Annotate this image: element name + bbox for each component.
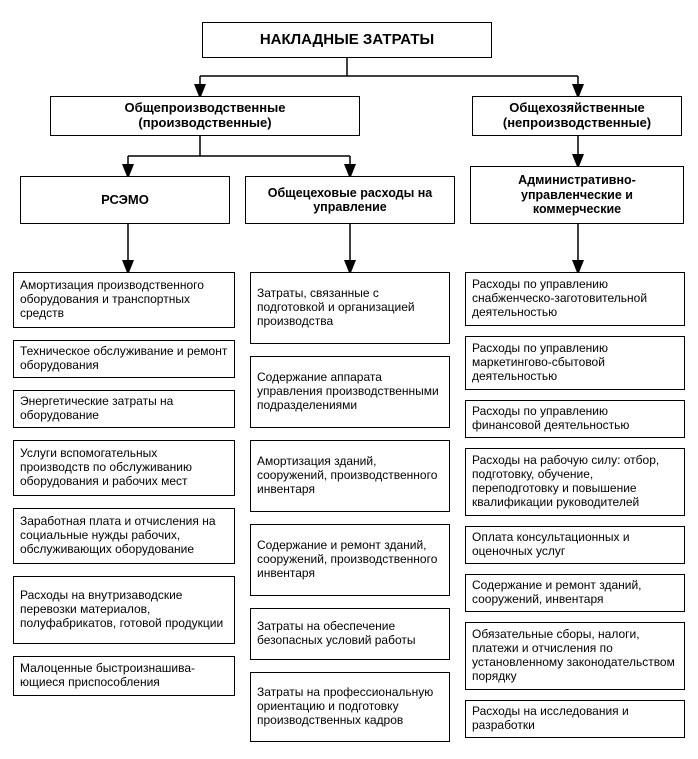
list-item-label: Техническое обслуживание и ремонт оборуд… <box>20 345 228 373</box>
list-item-label: Расходы по управлению маркетингово-сбыто… <box>472 342 678 383</box>
title-box: НАКЛАДНЫЕ ЗАТРАТЫ <box>202 22 492 58</box>
diagram-canvas: НАКЛАДНЫЕ ЗАТРАТЫ Общепроизводственные (… <box>0 0 698 759</box>
list-item: Энергетические затраты на оборудование <box>13 390 235 428</box>
list-item: Расходы по управлению финансовой деятель… <box>465 400 685 438</box>
list-item: Расходы по управлению маркетингово-сбыто… <box>465 336 685 390</box>
list-item: Расходы на внутризаводские перевозки мат… <box>13 576 235 644</box>
level3-admin: Административно-управленческие и коммерч… <box>470 166 684 224</box>
list-item-label: Затраты, связанные с подготовкой и орган… <box>257 287 443 328</box>
level3-rsemo-label: РСЭМО <box>101 193 149 208</box>
list-item-label: Затраты на профессиональную ориентацию и… <box>257 686 443 727</box>
level2-nonproduction: Общехозяйственные (непроизводственные) <box>472 96 682 136</box>
list-item-label: Расходы на внутризаводские перевозки мат… <box>20 589 228 630</box>
list-item-label: Амортизация зданий, сооружений, производ… <box>257 455 443 496</box>
list-item: Техническое обслуживание и ремонт оборуд… <box>13 340 235 378</box>
list-item-label: Малоценные быстроизнашива-ющиеся приспос… <box>20 662 228 690</box>
list-item-label: Энергетические затраты на оборудование <box>20 395 228 423</box>
list-item: Услуги вспомогательных производств по об… <box>13 440 235 496</box>
list-item: Заработная плата и отчисления на социаль… <box>13 508 235 564</box>
list-item: Амортизация производственного оборудован… <box>13 272 235 328</box>
list-item: Содержание аппарата управления производс… <box>250 356 450 428</box>
list-item: Обязательные сборы, налоги, платежи и от… <box>465 622 685 690</box>
list-item: Затраты на профессиональную ориентацию и… <box>250 672 450 742</box>
level2-production-label: Общепроизводственные (производственные) <box>57 101 353 131</box>
level3-shop-label: Общецеховые расходы на управление <box>252 186 448 215</box>
list-item-label: Заработная плата и отчисления на социаль… <box>20 515 228 556</box>
list-item: Затраты, связанные с подготовкой и орган… <box>250 272 450 344</box>
list-item-label: Содержание и ремонт зданий, сооружений, … <box>257 539 443 580</box>
list-item-label: Оплата консультационных и оценочных услу… <box>472 531 678 559</box>
list-item-label: Расходы по управлению снабженческо-загот… <box>472 278 678 319</box>
list-item-label: Обязательные сборы, налоги, платежи и от… <box>472 628 678 683</box>
level3-rsemo: РСЭМО <box>20 176 230 224</box>
list-item: Малоценные быстроизнашива-ющиеся приспос… <box>13 656 235 696</box>
level2-nonproduction-label: Общехозяйственные (непроизводственные) <box>479 101 675 131</box>
list-item: Расходы по управлению снабженческо-загот… <box>465 272 685 326</box>
title-text: НАКЛАДНЫЕ ЗАТРАТЫ <box>260 31 434 48</box>
list-item: Расходы на исследования и разработки <box>465 700 685 738</box>
list-item-label: Амортизация производственного оборудован… <box>20 279 228 320</box>
list-item-label: Услуги вспомогательных производств по об… <box>20 447 228 488</box>
list-item: Содержание и ремонт зданий, сооружений, … <box>250 524 450 596</box>
list-item: Расходы на рабочую силу: отбор, подготов… <box>465 448 685 516</box>
level2-production: Общепроизводственные (производственные) <box>50 96 360 136</box>
list-item: Амортизация зданий, сооружений, производ… <box>250 440 450 512</box>
list-item: Содержание и ремонт зданий, сооружений, … <box>465 574 685 612</box>
list-item-label: Затраты на обеспечение безопасных услови… <box>257 620 443 648</box>
list-item-label: Содержание и ремонт зданий, сооружений, … <box>472 579 678 607</box>
list-item-label: Расходы по управлению финансовой деятель… <box>472 405 678 433</box>
list-item: Оплата консультационных и оценочных услу… <box>465 526 685 564</box>
level3-shop: Общецеховые расходы на управление <box>245 176 455 224</box>
list-item-label: Содержание аппарата управления производс… <box>257 371 443 412</box>
list-item-label: Расходы на рабочую силу: отбор, подготов… <box>472 454 678 509</box>
list-item: Затраты на обеспечение безопасных услови… <box>250 608 450 660</box>
level3-admin-label: Административно-управленческие и коммерч… <box>477 173 677 216</box>
list-item-label: Расходы на исследования и разработки <box>472 705 678 733</box>
